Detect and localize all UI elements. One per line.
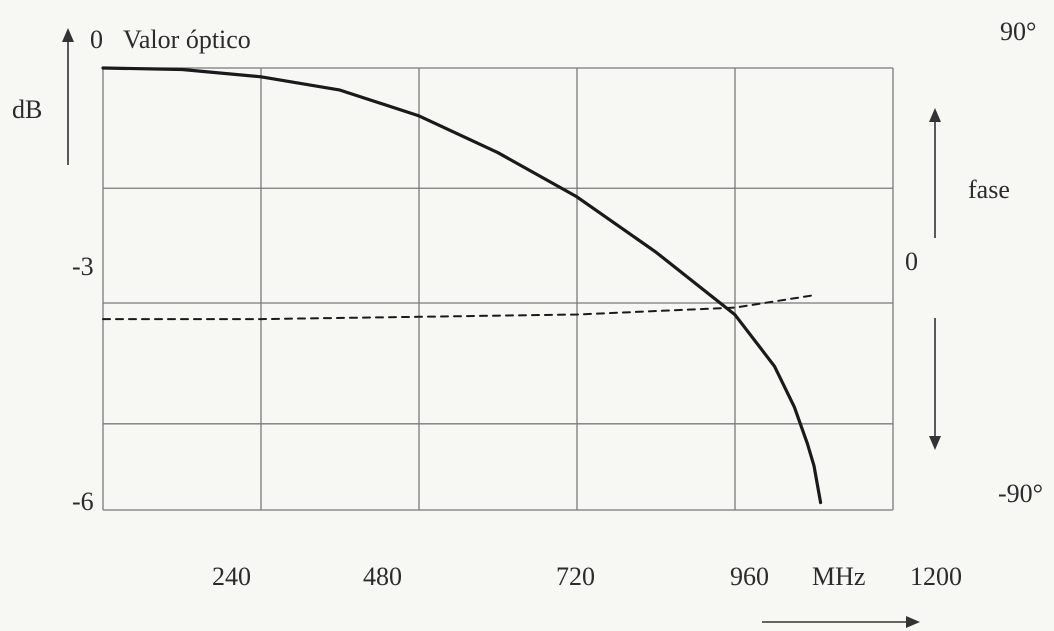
y2-tick-minus90: -90°: [998, 479, 1043, 508]
x-tick-240: 240: [212, 562, 251, 591]
y-tick-minus3: -3: [72, 252, 94, 281]
y2-tick-90: 90°: [1000, 17, 1036, 46]
x-axis-arrow-head: [906, 616, 920, 628]
gain-series-line: [101, 66, 823, 505]
x-tick-1200: 1200: [910, 562, 962, 591]
y-tick-0: 0: [90, 25, 103, 54]
x-tick-720: 720: [556, 562, 595, 591]
y-zero-annotation: Valor óptico: [123, 25, 251, 54]
x-tick-960: 960: [730, 562, 769, 591]
y2-tick-0: 0: [905, 247, 918, 276]
y2-axis-label: fase: [968, 175, 1010, 204]
y2-up-arrow-head: [929, 108, 941, 122]
x-axis-label: MHz: [812, 562, 865, 591]
y2-down-arrow-head: [929, 436, 941, 450]
series-layer: [101, 66, 823, 505]
y-axis-arrow-head: [62, 28, 74, 42]
y-tick-minus6: -6: [72, 487, 94, 516]
grid: [102, 67, 894, 511]
x-tick-480: 480: [363, 562, 402, 591]
phase-series-line: [102, 294, 815, 321]
y-axis-label: dB: [12, 95, 42, 124]
